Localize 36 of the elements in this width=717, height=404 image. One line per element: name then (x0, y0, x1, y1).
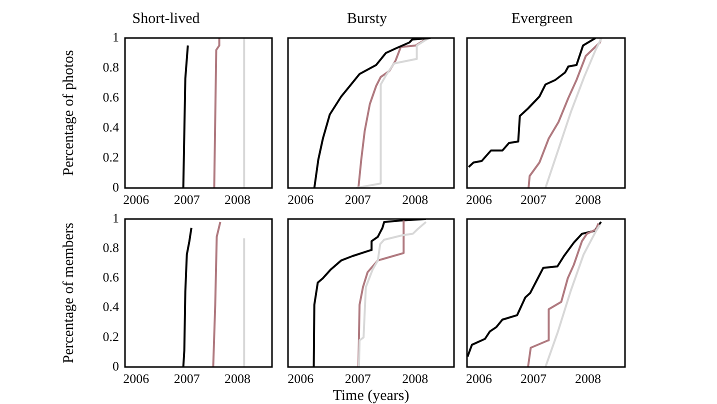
chart-title: Evergreen (511, 10, 574, 27)
y-tick-label: 0.6 (102, 270, 120, 285)
x-tick-label: 2008 (574, 371, 601, 386)
x-tick-label: 2006 (288, 192, 314, 208)
y-tick-label: 0.4 (102, 119, 120, 134)
x-tick-label: 2007 (344, 371, 372, 386)
x-tick-label: 2007 (520, 192, 547, 208)
x-tick-label: 2006 (466, 371, 492, 386)
y-tick-label: 0.6 (102, 89, 120, 104)
chart-title: Short-lived (132, 10, 200, 27)
y-tick-label: 0.2 (102, 149, 119, 164)
y-tick-label: 1 (112, 29, 119, 44)
y-tick-label: 1 (112, 210, 119, 226)
y-tick-label: 0.8 (102, 240, 119, 256)
x-axis-title: Time (years) (332, 388, 410, 404)
x-tick-label: 2008 (402, 192, 428, 208)
x-tick-label: 2006 (123, 371, 150, 386)
x-tick-label: 2008 (402, 371, 428, 386)
y-tick-label: 0.4 (102, 299, 120, 314)
y-tick-label: 0.8 (102, 59, 119, 74)
x-tick-label: 2008 (574, 192, 601, 208)
x-tick-label: 2007 (174, 371, 200, 386)
y-axis-title: Percentage of members (60, 222, 77, 364)
x-tick-label: 2007 (520, 371, 547, 386)
chart-title: Bursty (346, 10, 388, 27)
x-tick-label: 2008 (224, 192, 251, 208)
x-tick-label: 2007 (344, 192, 372, 208)
x-tick-label: 2006 (123, 192, 150, 208)
x-tick-label: 2008 (224, 371, 251, 386)
y-tick-label: 0.2 (102, 328, 119, 344)
x-tick-label: 2007 (174, 192, 200, 208)
x-tick-label: 2006 (466, 192, 492, 208)
y-tick-label: 0 (112, 179, 119, 194)
y-axis-title: Percentage of photos (60, 50, 77, 176)
x-tick-label: 2006 (288, 371, 314, 386)
y-tick-label: 0 (112, 358, 119, 374)
